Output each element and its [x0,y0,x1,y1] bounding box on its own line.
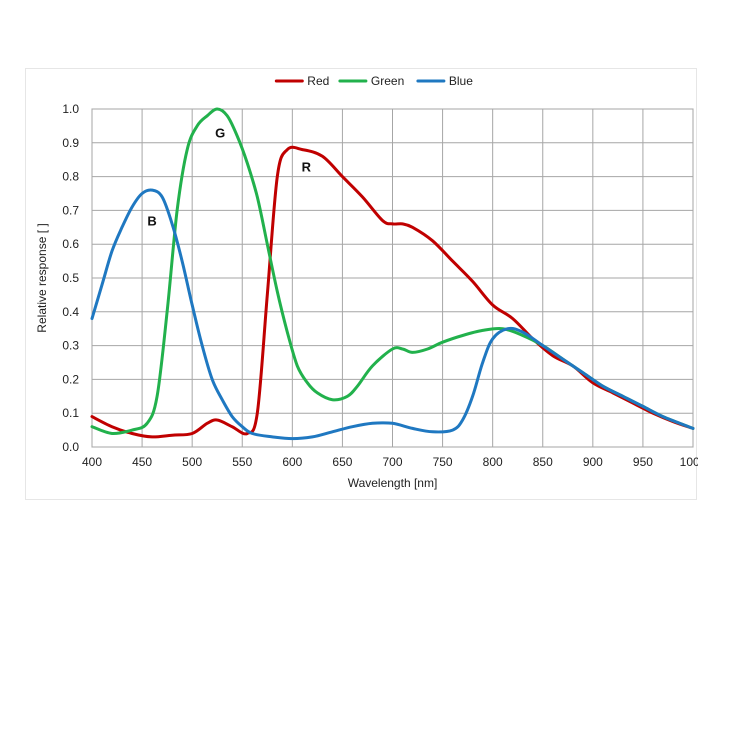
x-tick-label: 600 [282,455,302,469]
x-tick-label: 700 [382,455,402,469]
y-tick-label: 0.9 [62,136,79,150]
spectral-response-chart: 400 450 500 550 600 650 700 750 800 850 900 950 100 0… [35,74,698,490]
y-tick-label: 0.0 [62,440,79,454]
x-tick-label: 750 [433,455,453,469]
annotation-g: G [215,126,225,141]
y-tick-label: 0.6 [62,237,79,251]
x-axis-title: Wavelength [nm] [348,476,438,490]
x-tick-label: 550 [232,455,252,469]
x-tick-label: 950 [633,455,653,469]
x-tick-label: 500 [182,455,202,469]
annotation-r: R [302,159,312,174]
x-tick-label: 650 [332,455,352,469]
y-tick-label: 0.1 [62,406,79,420]
x-tick-label: 850 [533,455,553,469]
series-line-blue [90,188,695,441]
x-tick-label: 800 [483,455,503,469]
legend-label-blue: Blue [449,74,473,88]
y-tick-label: 0.5 [62,271,79,285]
legend-label-red: Red [307,74,329,88]
annotation-b: B [147,214,156,229]
y-tick-label: 0.2 [62,372,79,386]
y-tick-label: 1.0 [62,102,79,116]
x-tick-label: 900 [583,455,603,469]
y-tick-label: 0.4 [62,305,79,319]
y-axis-title: Relative response [ ] [35,223,49,332]
chart-panel: 400 450 500 550 600 650 700 750 800 850 900 950 100 0… [25,68,698,500]
legend-label-green: Green [371,74,404,88]
y-tick-label: 0.7 [62,203,79,217]
y-tick-label: 0.3 [62,339,79,353]
x-tick-label: 400 [82,455,102,469]
y-tick-label: 0.8 [62,170,79,184]
x-tick-label: 450 [132,455,152,469]
